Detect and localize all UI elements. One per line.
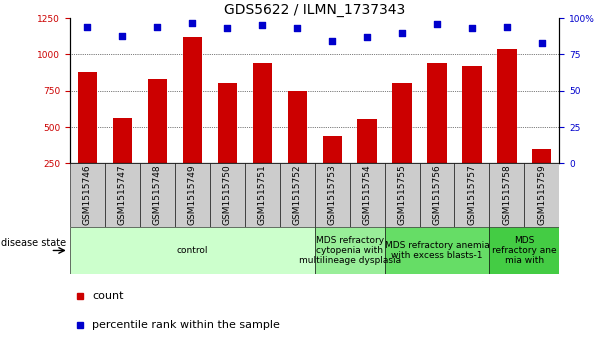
- Bar: [182, 37, 202, 200]
- Point: [83, 24, 92, 30]
- Bar: [532, 149, 551, 200]
- Bar: [322, 136, 342, 200]
- Text: disease state: disease state: [1, 238, 66, 248]
- Point: [153, 24, 162, 30]
- Text: percentile rank within the sample: percentile rank within the sample: [92, 320, 280, 330]
- Bar: [70, 227, 315, 274]
- Bar: [210, 163, 244, 227]
- Text: GSM1515757: GSM1515757: [468, 165, 477, 225]
- Bar: [462, 66, 482, 200]
- Bar: [148, 79, 167, 200]
- Text: GSM1515755: GSM1515755: [398, 165, 407, 225]
- Point: [257, 23, 267, 28]
- Text: GSM1515748: GSM1515748: [153, 165, 162, 225]
- Bar: [385, 227, 489, 274]
- Point: [432, 21, 442, 27]
- Point: [537, 40, 547, 46]
- Text: GSM1515758: GSM1515758: [502, 165, 511, 225]
- Text: GSM1515756: GSM1515756: [432, 165, 441, 225]
- Text: GSM1515749: GSM1515749: [188, 165, 197, 225]
- Title: GDS5622 / ILMN_1737343: GDS5622 / ILMN_1737343: [224, 3, 406, 17]
- Bar: [350, 163, 384, 227]
- Bar: [105, 163, 140, 227]
- Bar: [288, 91, 307, 200]
- Bar: [358, 119, 377, 200]
- Bar: [244, 163, 280, 227]
- Point: [292, 25, 302, 31]
- Point: [502, 24, 512, 30]
- Point: [117, 33, 127, 38]
- Bar: [489, 163, 525, 227]
- Bar: [112, 118, 132, 200]
- Bar: [218, 83, 237, 200]
- Bar: [280, 163, 315, 227]
- Bar: [524, 163, 559, 227]
- Point: [362, 34, 372, 40]
- Text: GSM1515751: GSM1515751: [258, 165, 267, 225]
- Point: [187, 20, 197, 25]
- Bar: [489, 227, 559, 274]
- Text: GSM1515752: GSM1515752: [292, 165, 302, 225]
- Bar: [252, 63, 272, 200]
- Point: [397, 30, 407, 36]
- Bar: [70, 163, 105, 227]
- Bar: [497, 49, 517, 200]
- Text: MDS refractory anemia
with excess blasts-1: MDS refractory anemia with excess blasts…: [385, 241, 489, 260]
- Bar: [385, 163, 420, 227]
- Text: GSM1515759: GSM1515759: [537, 165, 547, 225]
- Text: GSM1515746: GSM1515746: [83, 165, 92, 225]
- Bar: [140, 163, 175, 227]
- Bar: [420, 163, 454, 227]
- Text: GSM1515754: GSM1515754: [362, 165, 371, 225]
- Text: GSM1515753: GSM1515753: [328, 165, 337, 225]
- Point: [467, 25, 477, 31]
- Text: MDS
refractory ane
mia with: MDS refractory ane mia with: [492, 236, 557, 265]
- Text: GSM1515750: GSM1515750: [223, 165, 232, 225]
- Text: count: count: [92, 291, 123, 301]
- Bar: [315, 227, 384, 274]
- Bar: [392, 83, 412, 200]
- Text: control: control: [176, 246, 208, 255]
- Point: [327, 38, 337, 44]
- Bar: [175, 163, 210, 227]
- Bar: [78, 72, 97, 200]
- Bar: [315, 163, 350, 227]
- Text: GSM1515747: GSM1515747: [118, 165, 127, 225]
- Bar: [427, 63, 447, 200]
- Text: MDS refractory
cytopenia with
multilineage dysplasia: MDS refractory cytopenia with multilinea…: [299, 236, 401, 265]
- Bar: [454, 163, 489, 227]
- Point: [223, 25, 232, 31]
